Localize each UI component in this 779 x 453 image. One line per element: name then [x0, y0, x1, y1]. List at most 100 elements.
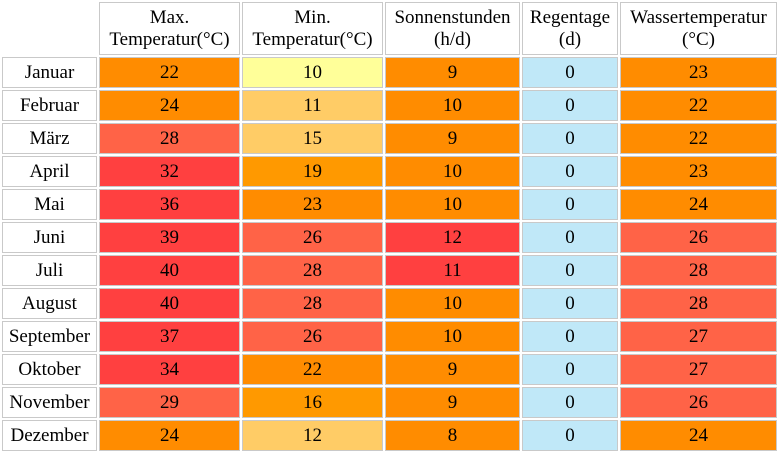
rain-days-cell: 0 [522, 387, 618, 418]
header-min-temperature: Min. Temperatur(°C) [242, 2, 383, 55]
water-temp-cell: 27 [620, 321, 777, 352]
water-temp-cell: 28 [620, 255, 777, 286]
month-cell: Juni [2, 222, 97, 253]
header-sun-line2: (h/d) [434, 28, 471, 50]
sunshine-cell: 10 [385, 288, 520, 319]
min-temp-cell: 15 [242, 123, 383, 154]
min-temp-cell: 28 [242, 288, 383, 319]
header-min-line2: Temperatur(°C) [252, 28, 373, 50]
month-cell: April [2, 156, 97, 187]
sunshine-cell: 9 [385, 387, 520, 418]
month-cell: Januar [2, 57, 97, 88]
table-row: November 29 16 9 0 26 [2, 387, 777, 418]
min-temp-cell: 26 [242, 321, 383, 352]
max-temp-cell: 39 [99, 222, 240, 253]
header-rain-line2: (d) [558, 28, 582, 50]
max-temp-cell: 36 [99, 189, 240, 220]
table-row: Februar 24 11 10 0 22 [2, 90, 777, 121]
rain-days-cell: 0 [522, 288, 618, 319]
max-temp-cell: 32 [99, 156, 240, 187]
min-temp-cell: 19 [242, 156, 383, 187]
header-water-temperature: Wassertemperatur (°C) [620, 2, 777, 55]
rain-days-cell: 0 [522, 189, 618, 220]
min-temp-cell: 22 [242, 354, 383, 385]
table-row: September 37 26 10 0 27 [2, 321, 777, 352]
header-empty [2, 2, 97, 55]
sunshine-cell: 10 [385, 90, 520, 121]
min-temp-cell: 16 [242, 387, 383, 418]
header-sun-line1: Sonnenstunden [394, 6, 511, 28]
sunshine-cell: 10 [385, 156, 520, 187]
rain-days-cell: 0 [522, 57, 618, 88]
month-cell: Februar [2, 90, 97, 121]
max-temp-cell: 28 [99, 123, 240, 154]
header-water-line2: (°C) [682, 28, 715, 50]
table-row: Juli 40 28 11 0 28 [2, 255, 777, 286]
rain-days-cell: 0 [522, 321, 618, 352]
month-cell: August [2, 288, 97, 319]
month-cell: Dezember [2, 420, 97, 451]
water-temp-cell: 28 [620, 288, 777, 319]
header-water-line1: Wassertemperatur [630, 6, 767, 28]
month-cell: Juli [2, 255, 97, 286]
sunshine-cell: 9 [385, 354, 520, 385]
max-temp-cell: 24 [99, 420, 240, 451]
sunshine-cell: 9 [385, 57, 520, 88]
sunshine-cell: 9 [385, 123, 520, 154]
min-temp-cell: 10 [242, 57, 383, 88]
sunshine-cell: 8 [385, 420, 520, 451]
rain-days-cell: 0 [522, 354, 618, 385]
header-min-line1: Min. [294, 6, 331, 28]
rain-days-cell: 0 [522, 156, 618, 187]
max-temp-cell: 22 [99, 57, 240, 88]
table-row: Mai 36 23 10 0 24 [2, 189, 777, 220]
min-temp-cell: 12 [242, 420, 383, 451]
header-max-line2: Temperatur(°C) [109, 28, 230, 50]
min-temp-cell: 23 [242, 189, 383, 220]
header-max-line1: Max. [149, 6, 190, 28]
max-temp-cell: 24 [99, 90, 240, 121]
water-temp-cell: 23 [620, 57, 777, 88]
min-temp-cell: 11 [242, 90, 383, 121]
sunshine-cell: 11 [385, 255, 520, 286]
header-sunshine-hours: Sonnenstunden (h/d) [385, 2, 520, 55]
max-temp-cell: 37 [99, 321, 240, 352]
month-cell: Mai [2, 189, 97, 220]
sunshine-cell: 12 [385, 222, 520, 253]
table-row: März 28 15 9 0 22 [2, 123, 777, 154]
rain-days-cell: 0 [522, 255, 618, 286]
water-temp-cell: 26 [620, 387, 777, 418]
max-temp-cell: 40 [99, 288, 240, 319]
month-cell: November [2, 387, 97, 418]
month-cell: September [2, 321, 97, 352]
max-temp-cell: 40 [99, 255, 240, 286]
water-temp-cell: 24 [620, 420, 777, 451]
sunshine-cell: 10 [385, 189, 520, 220]
header-rain-days: Regentage (d) [522, 2, 618, 55]
min-temp-cell: 26 [242, 222, 383, 253]
table-row: Juni 39 26 12 0 26 [2, 222, 777, 253]
rain-days-cell: 0 [522, 90, 618, 121]
water-temp-cell: 24 [620, 189, 777, 220]
water-temp-cell: 27 [620, 354, 777, 385]
header-rain-line1: Regentage [529, 6, 611, 28]
table-row: Dezember 24 12 8 0 24 [2, 420, 777, 451]
rain-days-cell: 0 [522, 420, 618, 451]
header-row: Max. Temperatur(°C) Min. Temperatur(°C) … [2, 2, 777, 55]
max-temp-cell: 34 [99, 354, 240, 385]
header-max-temperature: Max. Temperatur(°C) [99, 2, 240, 55]
rain-days-cell: 0 [522, 222, 618, 253]
water-temp-cell: 22 [620, 90, 777, 121]
min-temp-cell: 28 [242, 255, 383, 286]
table-row: Oktober 34 22 9 0 27 [2, 354, 777, 385]
table-row: Januar 22 10 9 0 23 [2, 57, 777, 88]
water-temp-cell: 26 [620, 222, 777, 253]
water-temp-cell: 23 [620, 156, 777, 187]
sunshine-cell: 10 [385, 321, 520, 352]
month-cell: Oktober [2, 354, 97, 385]
table-row: April 32 19 10 0 23 [2, 156, 777, 187]
water-temp-cell: 22 [620, 123, 777, 154]
table-row: August 40 28 10 0 28 [2, 288, 777, 319]
month-cell: März [2, 123, 97, 154]
